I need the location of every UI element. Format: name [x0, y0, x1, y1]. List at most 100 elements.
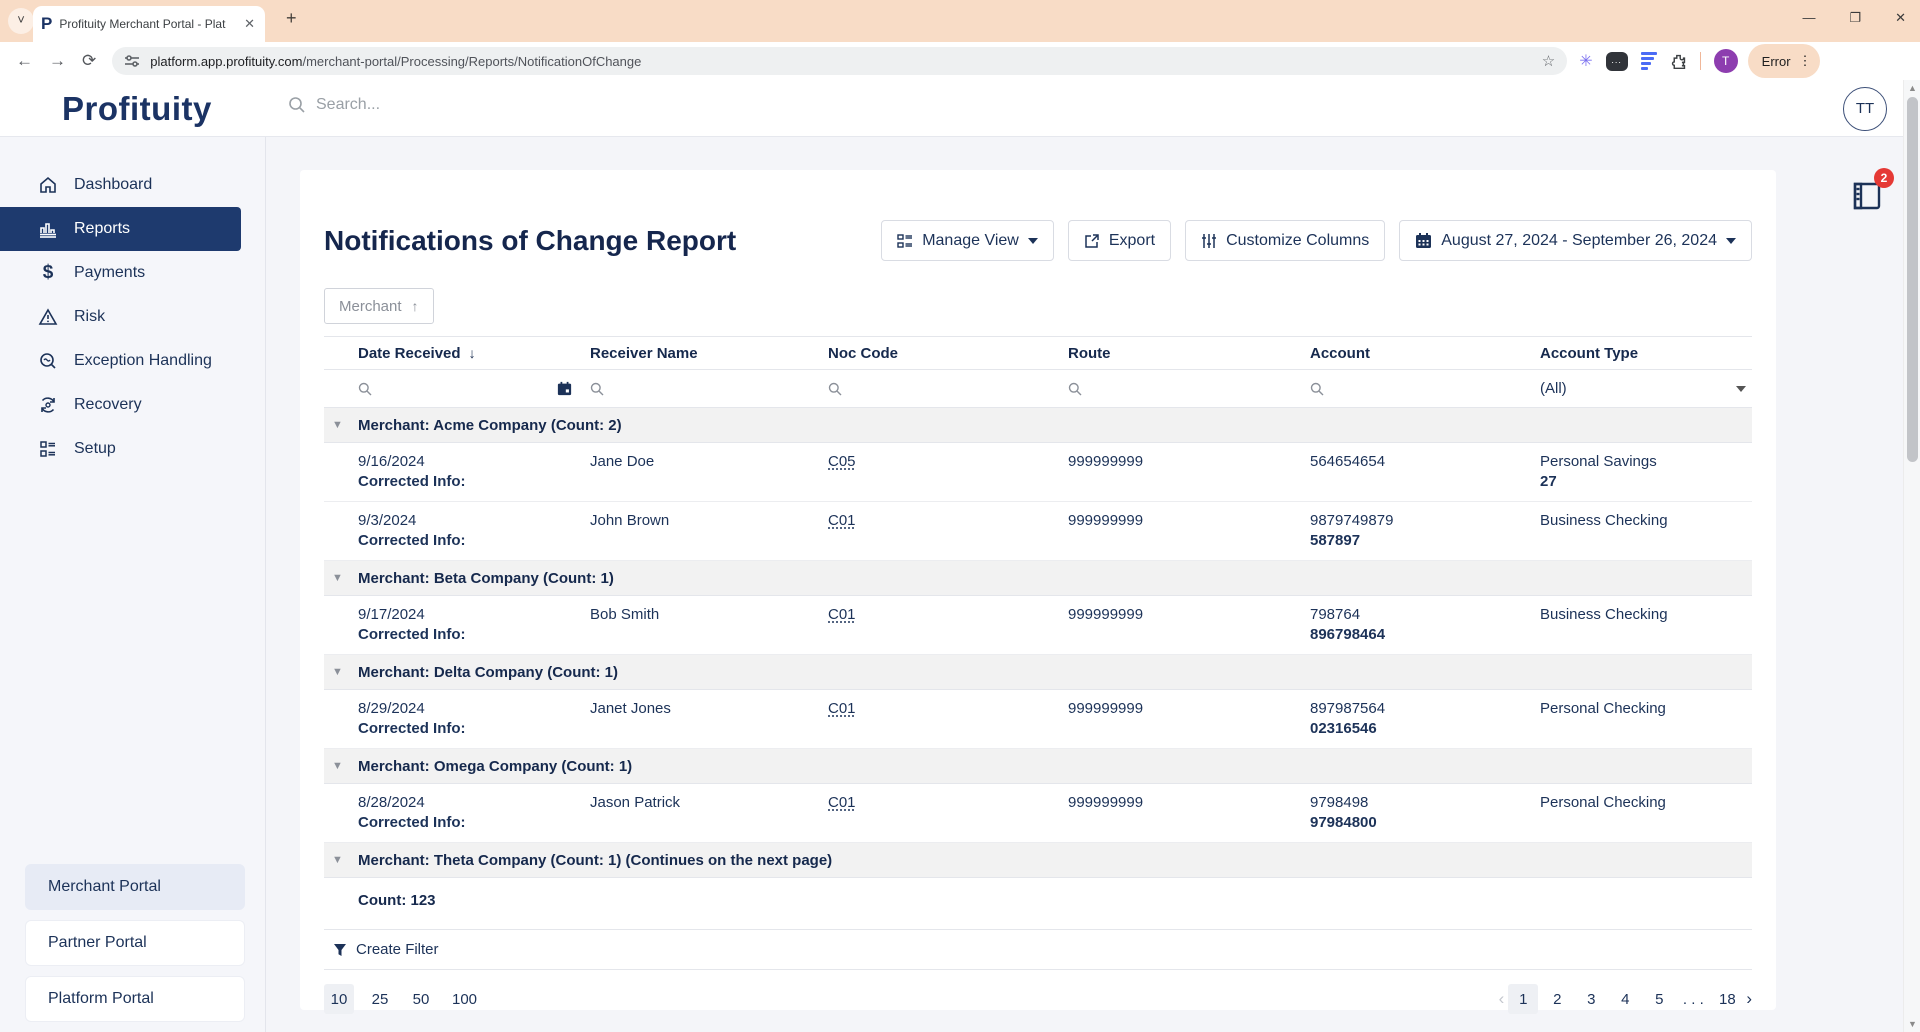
sidebar-item-payments[interactable]: $ Payments: [0, 251, 265, 295]
group-label: Merchant: Omega Company (Count: 1): [358, 757, 633, 775]
page-size-100[interactable]: 100: [452, 990, 478, 1008]
sidebar-item-exception-handling[interactable]: Exception Handling: [0, 339, 265, 383]
page-number[interactable]: 3: [1587, 990, 1596, 1008]
address-bar[interactable]: platform.app.profituity.com/merchant-por…: [112, 47, 1568, 75]
prev-page-icon[interactable]: ‹: [1498, 989, 1505, 1008]
sidebar-item-setup[interactable]: Setup: [0, 427, 265, 471]
sidebar-item-risk[interactable]: Risk: [0, 295, 265, 339]
column-header-account-type[interactable]: Account Type: [1540, 344, 1639, 362]
browser-menu-icon[interactable]: ⋮: [1798, 53, 1812, 68]
table-row[interactable]: 8/28/2024 Corrected Info: Jason Patrick C…: [324, 784, 1752, 843]
group-by-chip[interactable]: Merchant ↑: [324, 288, 434, 324]
customize-columns-button[interactable]: Customize Columns: [1185, 220, 1386, 261]
create-filter-row[interactable]: Create Filter: [324, 929, 1752, 970]
partner-portal-button[interactable]: Partner Portal: [25, 920, 245, 966]
page-number[interactable]: 4: [1621, 990, 1630, 1008]
table-row[interactable]: 9/16/2024 Corrected Info: Jane Doe C05 99…: [324, 443, 1752, 502]
scroll-down-icon[interactable]: ▼: [1908, 1019, 1917, 1029]
filter-route[interactable]: [1068, 382, 1310, 396]
group-header-row[interactable]: ▼ Merchant: Acme Company (Count: 2): [324, 408, 1752, 443]
sidebar-item-recovery[interactable]: Recovery: [0, 383, 265, 427]
column-header-noc-code[interactable]: Noc Code: [828, 344, 899, 362]
extension-dots-icon[interactable]: ...: [1605, 51, 1628, 71]
page-size-50[interactable]: 50: [412, 990, 430, 1008]
group-label: Merchant: Acme Company (Count: 2): [358, 416, 622, 434]
group-collapse-icon[interactable]: ▼: [332, 572, 343, 584]
page-scrollbar[interactable]: ▲ ▼: [1903, 80, 1920, 1032]
filter-account[interactable]: [1310, 382, 1540, 396]
extension-flower-icon[interactable]: ✳: [1579, 53, 1593, 70]
filter-date-received[interactable]: [358, 381, 590, 396]
cell-route: 999999999: [1068, 794, 1144, 811]
dollar-icon: $: [42, 262, 54, 283]
page-size-10[interactable]: 10: [324, 984, 354, 1014]
page-number[interactable]: 18: [1718, 990, 1736, 1008]
noc-code-link[interactable]: C01: [828, 512, 856, 529]
forward-icon[interactable]: →: [49, 51, 66, 70]
platform-portal-button[interactable]: Platform Portal: [25, 976, 245, 1022]
table-row[interactable]: 9/3/2024 Corrected Info: John Brown C01 9…: [324, 502, 1752, 561]
sidebar-item-label: Payments: [74, 264, 146, 281]
group-header-row[interactable]: ▼ Merchant: Beta Company (Count: 1): [324, 561, 1752, 596]
global-search[interactable]: [288, 96, 616, 114]
next-page-icon[interactable]: ›: [1746, 989, 1752, 1008]
export-button[interactable]: Export: [1067, 220, 1172, 261]
noc-code-link[interactable]: C01: [828, 794, 856, 811]
page-number[interactable]: 2: [1553, 990, 1562, 1008]
browser-profile-avatar[interactable]: T: [1713, 49, 1738, 73]
browser-toolbar: ← → ⟳ platform.app.profituity.com/mercha…: [0, 42, 1920, 80]
filter-receiver-name[interactable]: [590, 382, 828, 396]
column-header-account[interactable]: Account: [1310, 344, 1370, 362]
group-collapse-icon[interactable]: ▼: [332, 419, 343, 431]
group-header-row[interactable]: ▼ Merchant: Delta Company (Count: 1): [324, 655, 1752, 690]
user-avatar[interactable]: TT: [1843, 87, 1887, 131]
group-label: Merchant: Delta Company (Count: 1): [358, 663, 619, 681]
window-close-button[interactable]: ✕: [1895, 10, 1906, 25]
tab-close-icon[interactable]: ✕: [244, 16, 255, 31]
tab-search-chevron-icon[interactable]: ˅: [8, 8, 34, 34]
group-header-row[interactable]: ▼ Merchant: Theta Company (Count: 1) (Co…: [324, 843, 1752, 878]
group-header-row[interactable]: ▼ Merchant: Omega Company (Count: 1): [324, 749, 1752, 784]
sidebar-item-reports[interactable]: Reports: [0, 207, 241, 251]
scroll-up-icon[interactable]: ▲: [1908, 83, 1917, 93]
group-collapse-icon[interactable]: ▼: [332, 760, 343, 772]
merchant-portal-button[interactable]: Merchant Portal: [25, 864, 245, 910]
new-tab-button[interactable]: +: [286, 8, 297, 28]
group-chip-label: Merchant: [339, 297, 402, 315]
calendar-picker-icon[interactable]: [557, 381, 572, 396]
column-header-receiver-name[interactable]: Receiver Name: [590, 344, 698, 362]
scrollbar-thumb[interactable]: [1907, 97, 1918, 462]
search-input[interactable]: [316, 96, 616, 114]
site-info-icon[interactable]: [124, 54, 140, 68]
reload-icon[interactable]: ⟳: [82, 51, 97, 70]
page-number[interactable]: 5: [1655, 990, 1664, 1008]
browser-tab[interactable]: P Profituity Merchant Portal - Plat ✕: [33, 6, 265, 42]
page-size-25[interactable]: 25: [371, 990, 389, 1008]
table-row[interactable]: 9/17/2024 Corrected Info: Bob Smith C01 9…: [324, 596, 1752, 655]
noc-code-link[interactable]: C01: [828, 606, 856, 623]
group-collapse-icon[interactable]: ▼: [332, 854, 343, 866]
manage-view-button[interactable]: Manage View: [881, 220, 1054, 261]
sidebar-item-dashboard[interactable]: Dashboard: [0, 163, 265, 207]
page-number[interactable]: 1: [1508, 984, 1539, 1014]
date-range-button[interactable]: August 27, 2024 - September 26, 2024: [1399, 220, 1752, 261]
noc-code-link[interactable]: C05: [828, 453, 856, 470]
back-icon[interactable]: ←: [16, 51, 33, 70]
filter-account-type-select[interactable]: (All): [1540, 380, 1752, 397]
side-panel-toggle[interactable]: 2: [1845, 168, 1894, 214]
extension-bars-icon[interactable]: [1640, 52, 1657, 70]
table-row[interactable]: 8/29/2024 Corrected Info: Janet Jones C01…: [324, 690, 1752, 749]
date-range-label: August 27, 2024 - September 26, 2024: [1441, 231, 1717, 249]
column-header-route[interactable]: Route: [1068, 344, 1111, 362]
noc-code-link[interactable]: C01: [828, 700, 856, 717]
window-minimize-button[interactable]: —: [1802, 10, 1816, 25]
bookmark-star-icon[interactable]: ☆: [1541, 53, 1556, 70]
bar-chart-icon: [40, 223, 56, 238]
window-restore-button[interactable]: ❐: [1849, 10, 1862, 25]
filter-noc-code[interactable]: [828, 382, 1068, 396]
browser-tab-strip: ˅ P Profituity Merchant Portal - Plat ✕ …: [0, 0, 1920, 42]
group-collapse-icon[interactable]: ▼: [332, 666, 343, 678]
extensions-puzzle-icon[interactable]: [1670, 53, 1687, 70]
browser-error-chip[interactable]: Error ⋮: [1747, 44, 1820, 78]
column-header-date-received[interactable]: Date Received ↓: [358, 344, 476, 362]
